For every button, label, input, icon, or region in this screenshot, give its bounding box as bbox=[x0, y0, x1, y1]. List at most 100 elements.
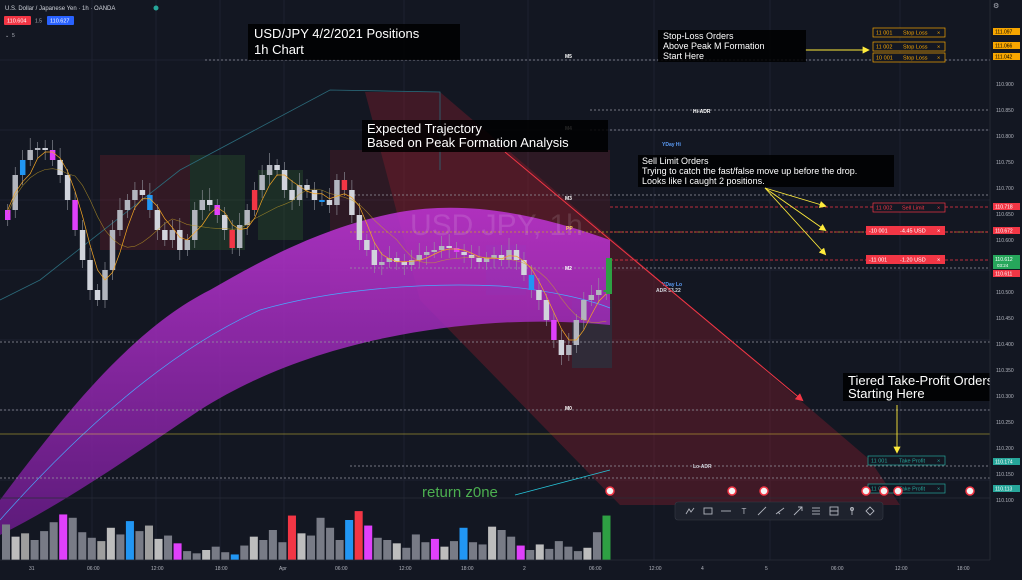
candle[interactable] bbox=[521, 252, 527, 281]
candle-current[interactable] bbox=[606, 258, 612, 294]
candle[interactable] bbox=[236, 213, 243, 256]
candle[interactable] bbox=[341, 172, 348, 196]
candle[interactable] bbox=[34, 142, 41, 158]
candle[interactable] bbox=[423, 246, 430, 265]
candle[interactable] bbox=[124, 194, 131, 218]
candle[interactable] bbox=[379, 252, 385, 275]
pin-icon[interactable] bbox=[850, 507, 854, 515]
long-position-icon[interactable] bbox=[829, 506, 839, 516]
candle[interactable] bbox=[311, 182, 318, 210]
event-marker-icon[interactable] bbox=[893, 486, 903, 496]
candle[interactable] bbox=[214, 199, 220, 223]
text-icon[interactable]: T bbox=[742, 507, 747, 516]
candle[interactable] bbox=[229, 220, 235, 254]
ruler-icon[interactable] bbox=[775, 507, 785, 515]
arrow-icon[interactable] bbox=[793, 506, 803, 516]
candle[interactable] bbox=[326, 188, 333, 213]
brush-icon[interactable] bbox=[757, 506, 767, 516]
candle[interactable] bbox=[162, 222, 168, 246]
candle[interactable] bbox=[304, 179, 310, 198]
candle[interactable] bbox=[551, 312, 557, 348]
candle[interactable] bbox=[566, 333, 572, 361]
candle[interactable] bbox=[558, 330, 565, 365]
stoploss-order-1[interactable]: 11 001 Stop Loss × bbox=[872, 27, 946, 38]
candle[interactable] bbox=[296, 173, 303, 206]
candle[interactable] bbox=[453, 242, 460, 258]
volume-pane[interactable]: 4K 2K bbox=[0, 497, 1004, 560]
candle[interactable] bbox=[42, 140, 48, 160]
price-axis[interactable]: 111.000110.950110.900110.850110.800110.7… bbox=[989, 0, 1022, 575]
candle[interactable] bbox=[386, 246, 393, 268]
candle[interactable] bbox=[266, 153, 273, 185]
candle[interactable] bbox=[94, 284, 101, 306]
candle[interactable] bbox=[117, 198, 123, 236]
candle[interactable] bbox=[416, 243, 422, 268]
takeprofit-annotation[interactable]: Tiered Take-Profit Orders Starting Here bbox=[843, 373, 994, 401]
candle[interactable] bbox=[57, 148, 63, 183]
candle[interactable] bbox=[289, 180, 295, 210]
candle[interactable] bbox=[49, 140, 56, 166]
fib-icon[interactable] bbox=[812, 507, 820, 515]
candle[interactable] bbox=[72, 192, 78, 236]
buy-button[interactable] bbox=[47, 16, 74, 25]
candle[interactable] bbox=[401, 254, 407, 275]
stoploss-annotation[interactable]: Stop-Loss Orders Above Peak M Formation … bbox=[658, 30, 806, 62]
selllimit-annotation[interactable]: Sell Limit Orders Trying to catch the fa… bbox=[638, 155, 894, 187]
candle[interactable] bbox=[498, 245, 505, 266]
candle[interactable] bbox=[431, 242, 437, 258]
event-marker-icon[interactable] bbox=[605, 486, 615, 496]
trend-line-icon[interactable] bbox=[685, 507, 695, 515]
candle[interactable] bbox=[64, 169, 71, 210]
candle[interactable] bbox=[438, 236, 445, 258]
candle[interactable] bbox=[192, 202, 198, 248]
candle[interactable] bbox=[147, 183, 153, 218]
candle[interactable] bbox=[199, 190, 205, 220]
candle[interactable] bbox=[536, 278, 542, 310]
candle[interactable] bbox=[102, 262, 108, 308]
candle[interactable] bbox=[364, 234, 370, 256]
candle[interactable] bbox=[349, 180, 355, 223]
candle[interactable] bbox=[461, 244, 467, 263]
candle[interactable] bbox=[319, 190, 325, 206]
stoploss-order-2[interactable]: 11 002 Stop Loss × bbox=[872, 41, 946, 52]
candle[interactable] bbox=[5, 204, 11, 226]
candle[interactable] bbox=[79, 220, 86, 268]
drawing-toolbar[interactable]: T bbox=[674, 501, 884, 521]
trajectory-annotation[interactable]: Expected Trajectory Based on Peak Format… bbox=[362, 120, 608, 152]
candle[interactable] bbox=[573, 314, 580, 353]
candlestick-series[interactable] bbox=[5, 138, 612, 365]
indicator-toggle[interactable]: ⌄ bbox=[5, 33, 9, 39]
candle[interactable] bbox=[274, 159, 280, 176]
candle[interactable] bbox=[87, 248, 93, 300]
position-2[interactable]: -11 001 -1.20 USD × bbox=[866, 255, 945, 264]
candle[interactable] bbox=[169, 220, 176, 248]
candle[interactable] bbox=[207, 188, 213, 211]
event-marker-icon[interactable] bbox=[727, 486, 737, 496]
candle[interactable] bbox=[356, 203, 363, 250]
projection-icon[interactable] bbox=[865, 506, 875, 516]
event-marker-icon[interactable] bbox=[861, 486, 871, 496]
rectangle-icon[interactable] bbox=[703, 507, 713, 515]
candle[interactable] bbox=[109, 220, 116, 280]
symbol-header[interactable]: U.S. Dollar / Japanese Yen · 1h · OANDA … bbox=[4, 2, 999, 39]
candle[interactable] bbox=[528, 265, 535, 298]
candle[interactable] bbox=[483, 252, 490, 270]
candle[interactable] bbox=[251, 182, 258, 216]
candle[interactable] bbox=[132, 182, 138, 210]
candle[interactable] bbox=[184, 234, 191, 256]
takeprofit-order-1[interactable]: 11 001 Take Profit × bbox=[867, 455, 946, 466]
candle[interactable] bbox=[468, 245, 475, 268]
event-marker-icon[interactable] bbox=[879, 486, 889, 496]
event-marker-icon[interactable] bbox=[759, 486, 769, 496]
candle[interactable] bbox=[581, 292, 587, 330]
candle[interactable] bbox=[371, 242, 378, 273]
stoploss-order-3[interactable]: 10 001 Stop Loss × bbox=[872, 52, 946, 63]
candle[interactable] bbox=[446, 234, 452, 258]
settings-gear-icon[interactable]: ⚙ bbox=[993, 2, 999, 10]
candle[interactable] bbox=[394, 252, 400, 270]
economic-event-markers[interactable] bbox=[605, 486, 975, 496]
candle[interactable] bbox=[139, 180, 146, 201]
candle[interactable] bbox=[154, 204, 161, 240]
candle[interactable] bbox=[259, 165, 265, 198]
